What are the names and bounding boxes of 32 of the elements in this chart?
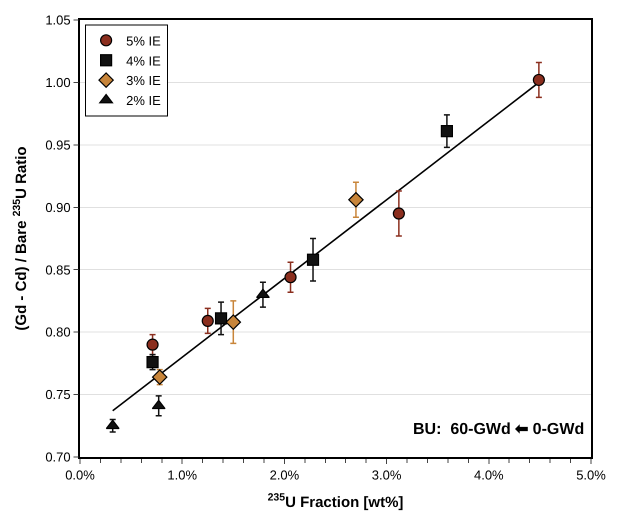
point: [146, 356, 159, 368]
y-tick-label: 0.80: [45, 324, 71, 340]
legend-label: 4% IE: [126, 53, 162, 68]
x-tick-label: 4.0%: [474, 467, 504, 482]
x-axis-title: $^{235}$U Fraction [wt%]: [268, 492, 404, 511]
point: [146, 338, 159, 351]
legend-label: 5% IE: [126, 33, 162, 48]
point: [392, 207, 405, 220]
y-tick-label: 0.70: [45, 450, 71, 465]
point: [284, 271, 297, 284]
point: [532, 74, 545, 86]
y-tick-label: 0.85: [45, 262, 71, 278]
point: [440, 125, 453, 138]
x-tick-label: 5.0%: [576, 467, 606, 482]
x-tick-label: 1.0%: [167, 467, 198, 482]
y-tick-label: 1.05: [45, 12, 71, 28]
point: [202, 314, 214, 328]
y-tick-label: 0.95: [45, 137, 71, 152]
legend-label: 3% IE: [126, 73, 162, 88]
point: [214, 312, 228, 325]
point: [226, 314, 242, 330]
x-tick-label: 3.0%: [372, 467, 402, 482]
point: [348, 192, 364, 208]
point: [306, 254, 320, 266]
point: [152, 369, 168, 385]
annotation: BU: 60-GWd ⬅ 0-GWd: [413, 421, 584, 438]
y-tick-label: 0.90: [45, 200, 71, 215]
x-tick-label: 0.0%: [65, 467, 96, 482]
legend-label: 2% IE: [126, 93, 162, 108]
y-tick-label: 1.00: [45, 74, 71, 90]
y-tick-label: 0.75: [45, 387, 71, 402]
x-tick-label: 2.0%: [270, 467, 300, 482]
